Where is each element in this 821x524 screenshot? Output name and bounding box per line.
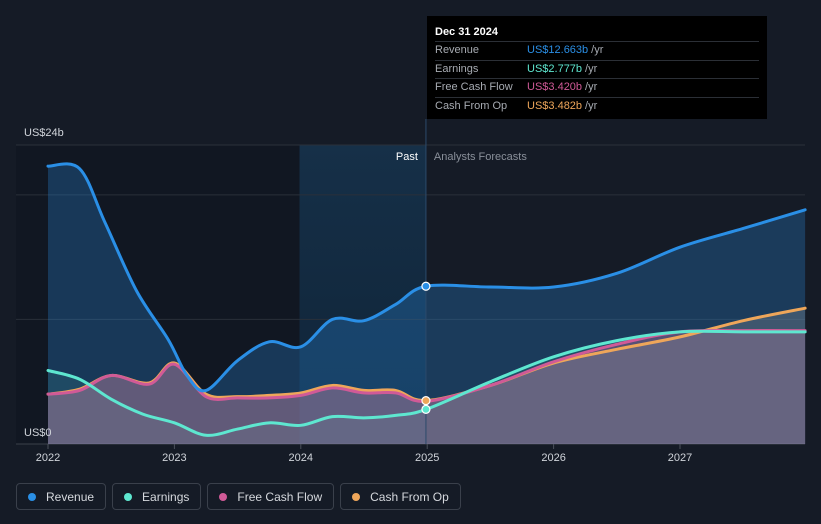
legend-label: Cash From Op: [370, 489, 449, 504]
y-axis-label-top: US$24b: [24, 127, 64, 139]
tooltip-date: Dec 31 2024: [435, 26, 498, 38]
tooltip-value: US$3.482b: [527, 99, 583, 112]
tooltip-unit: /yr: [591, 44, 604, 56]
area-cash-from-op: [48, 308, 806, 444]
tooltip-row-earnings: Earnings US$2.777b /yr: [435, 59, 759, 79]
line-free-cash-flow: [46, 328, 807, 403]
tooltip-unit: /yr: [585, 81, 598, 93]
x-tick-label: 2027: [668, 452, 692, 464]
legend-dot-icon: [219, 492, 228, 501]
x-tick-label: 2024: [289, 452, 313, 464]
chart-legend: Revenue Earnings Free Cash Flow Cash Fro…: [16, 483, 461, 512]
legend-dot-icon: [124, 492, 133, 501]
gridlines: [16, 144, 805, 445]
area-earnings: [48, 331, 806, 444]
tooltip-label: Earnings: [435, 62, 479, 75]
tooltip-value: US$3.420b: [527, 81, 583, 93]
tooltip-markers: [421, 281, 431, 415]
line-earnings: [46, 329, 807, 437]
region-label-forecast: Analysts Forecasts: [434, 151, 527, 163]
tooltip-row-cash-from-op: Cash From Op US$3.482b /yr: [435, 96, 759, 116]
legend-item-cash-from-op[interactable]: Cash From Op: [340, 483, 461, 510]
legend-label: Revenue: [46, 489, 95, 504]
tooltip-value: US$12.663b: [527, 44, 589, 56]
legend-dot-icon: [28, 492, 36, 501]
series-areas: [48, 163, 806, 444]
data-tooltip: Dec 31 2024 Revenue US$12.663b /yr Earni…: [427, 16, 767, 119]
marker-cash-from-op: [421, 396, 431, 406]
area-revenue: [48, 163, 806, 444]
area-free-cash-flow: [48, 330, 806, 444]
legend-item-earnings[interactable]: Earnings: [112, 483, 202, 510]
tooltip-unit: /yr: [585, 99, 598, 112]
tooltip-unit: /yr: [585, 62, 598, 75]
tooltip-label: Free Cash Flow: [435, 81, 513, 93]
legend-dot-icon: [352, 492, 361, 501]
tooltip-value: US$2.777b: [527, 62, 583, 75]
legend-item-free-cash-flow[interactable]: Free Cash Flow: [207, 483, 335, 510]
tooltip-row-revenue: Revenue US$12.663b /yr: [435, 41, 759, 60]
legend-label: Earnings: [142, 489, 190, 504]
series-lines: [46, 162, 807, 437]
x-tick-label: 2025: [415, 452, 439, 464]
x-tick-label: 2026: [541, 452, 565, 464]
legend-item-revenue[interactable]: Revenue: [16, 483, 107, 510]
region-label-past: Past: [396, 151, 418, 163]
x-tick-label: 2022: [36, 452, 60, 464]
x-axis-ticks: 2022 2023 2024 2025 2026 2027: [36, 444, 692, 464]
x-tick-label: 2023: [162, 452, 186, 464]
line-revenue: [46, 162, 807, 393]
tooltip-row-free-cash-flow: Free Cash Flow US$3.420b /yr: [435, 78, 759, 97]
tooltip-label: Revenue: [435, 44, 480, 56]
y-axis-label-bottom: US$0: [24, 427, 52, 439]
marker-revenue: [421, 281, 431, 291]
marker-earnings: [421, 404, 431, 415]
tooltip-label: Cash From Op: [435, 99, 508, 112]
legend-label: Free Cash Flow: [237, 489, 323, 504]
